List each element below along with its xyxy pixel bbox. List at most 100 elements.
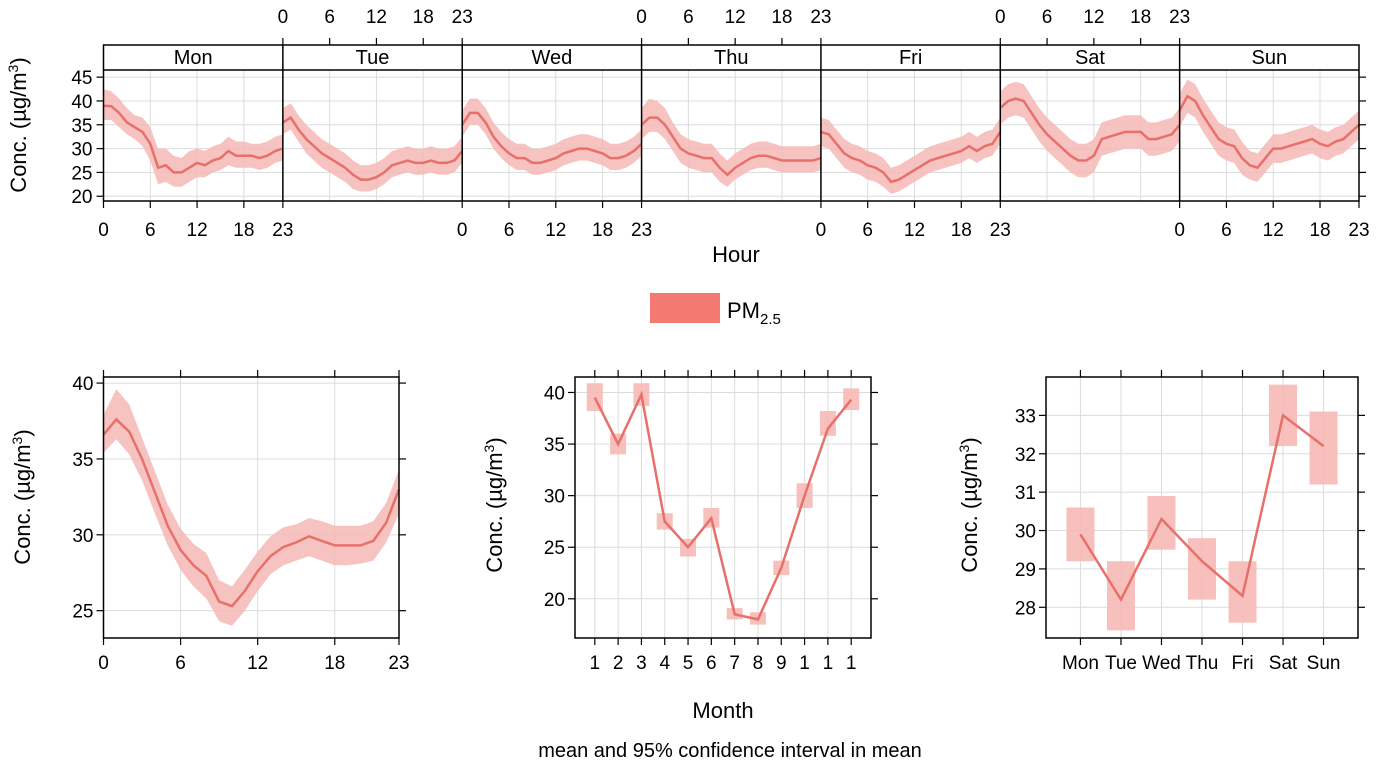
x-tick-label: 12	[1083, 7, 1104, 28]
mean-line	[102, 417, 401, 608]
y-tick-label: 30	[71, 140, 92, 161]
y-tick-label: 40	[544, 383, 565, 404]
x-tick-label: 7	[729, 653, 740, 674]
x-tick-label: 12	[725, 7, 746, 28]
x-tick-label: 18	[951, 220, 972, 241]
x-tick-label: 8	[753, 653, 764, 674]
x-tick-label: 6	[862, 220, 873, 241]
figure-caption: mean and 95% confidence interval in mean	[538, 740, 922, 762]
x-tick-label: 1	[590, 653, 601, 674]
y-tick-label: 29	[1015, 560, 1036, 581]
legend-swatch-pm25	[650, 293, 720, 323]
x-tick-label: 6	[1221, 220, 1232, 241]
x-tick-label: 23	[452, 7, 473, 28]
strip-label-thu: Thu	[714, 47, 748, 69]
y-tick-label: 30	[544, 487, 565, 508]
mean-line	[1079, 413, 1325, 603]
x-tick-label: 6	[175, 653, 186, 674]
x-tick-label: 1	[823, 653, 834, 674]
x-tick-label: 23	[1348, 220, 1369, 241]
x-tick-label: 6	[1042, 7, 1053, 28]
mean-line-wed	[461, 111, 643, 165]
legend: PM2.5	[650, 293, 781, 328]
ci-box	[1309, 411, 1338, 485]
ci-band-tue	[282, 103, 463, 192]
y-tick-label: 25	[71, 163, 92, 184]
x-tick-label: Fri	[1231, 653, 1253, 674]
y-tick-label: 40	[71, 92, 92, 113]
mean-line	[593, 390, 853, 621]
y-axis-label: Conc. (µg/m3)	[5, 57, 31, 192]
x-tick-label: 18	[1309, 220, 1330, 241]
x-tick-label: 6	[504, 220, 515, 241]
x-tick-label: 6	[706, 653, 717, 674]
x-tick-label: 23	[631, 220, 652, 241]
strip-label-wed: Wed	[532, 47, 573, 69]
mean-line-sat	[999, 97, 1181, 162]
x-tick-label: 12	[247, 653, 268, 674]
x-tick-label: 18	[413, 7, 434, 28]
x-tick-label: 23	[990, 220, 1011, 241]
y-tick-label: 35	[544, 435, 565, 456]
x-tick-label: 6	[683, 7, 694, 28]
x-axis-label: Month	[692, 698, 753, 723]
x-tick-label: Thu	[1186, 653, 1219, 674]
x-tick-label: 6	[145, 220, 156, 241]
ci-band-thu	[641, 98, 821, 187]
y-tick-label: 30	[1015, 522, 1036, 543]
x-tick-label: 0	[816, 220, 827, 241]
x-tick-label: Wed	[1142, 653, 1181, 674]
hour-chart: 0 6 12 18 23 25 30 35 40 Conc. (µg/m3)	[9, 370, 410, 674]
x-tick-label: 4	[659, 653, 670, 674]
y-tick-label: 20	[71, 187, 92, 208]
y-tick-label: 35	[72, 450, 93, 471]
mean-line-mon	[103, 104, 284, 174]
x-tick-label: 0	[636, 7, 647, 28]
strip-label-tue: Tue	[356, 47, 390, 69]
x-tick-label: Sat	[1269, 653, 1298, 674]
weekday-chart: Mon Tue Wed Thu Fri Sat Sun 28 29 30 31 32 33 Conc. (…	[956, 370, 1365, 674]
ci-box	[1147, 495, 1176, 550]
strip-label-fri: Fri	[899, 47, 922, 69]
x-tick-label: 23	[388, 653, 409, 674]
mean-line-tue	[282, 115, 464, 181]
strip-label-mon: Mon	[174, 47, 213, 69]
ci-band	[103, 389, 399, 626]
x-tick-label: 6	[324, 7, 335, 28]
x-tick-label: Tue	[1105, 653, 1137, 674]
ci-band-fri	[820, 117, 1001, 194]
y-tick-label: 25	[72, 602, 93, 623]
x-tick-label: 12	[545, 220, 566, 241]
x-tick-label: 1	[846, 653, 857, 674]
ci-box	[819, 411, 836, 436]
mean-line-thu	[640, 116, 822, 177]
y-tick-label: 25	[544, 538, 565, 559]
x-tick-label: 12	[187, 220, 208, 241]
plot-frame	[102, 376, 400, 639]
x-tick-label: 12	[366, 7, 387, 28]
x-tick-label: 12	[1263, 220, 1284, 241]
mean-line-sun	[1178, 94, 1360, 170]
y-axis-label: Conc. (µg/m3)	[956, 437, 982, 572]
hour-by-weekday-chart: Mon 0 6 12 18 23 Tue 0 6 12 18 23 Wed 0 6 12 18 23 Thu 0 6 12…	[5, 7, 1370, 267]
x-tick-label: 0	[278, 7, 289, 28]
x-tick-label: 2	[613, 653, 624, 674]
x-tick-label: 18	[233, 220, 254, 241]
x-tick-label: 18	[771, 7, 792, 28]
x-tick-label: 23	[1169, 7, 1190, 28]
ci-band-mon	[103, 89, 283, 187]
plot-frame	[574, 376, 872, 639]
y-axis-label: Conc. (µg/m3)	[481, 437, 507, 572]
x-tick-label: 0	[1174, 220, 1185, 241]
x-tick-label: 23	[810, 7, 831, 28]
y-axis-label: Conc. (µg/m3)	[9, 429, 35, 564]
legend-label-pm25: PM2.5	[727, 298, 781, 328]
y-tick-label: 33	[1015, 406, 1036, 427]
ci-box	[1066, 507, 1095, 562]
y-tick-label: 35	[71, 116, 92, 137]
y-tick-label: 32	[1015, 445, 1036, 466]
x-tick-label: 12	[904, 220, 925, 241]
y-tick-label: 30	[72, 526, 93, 547]
x-tick-label: 0	[995, 7, 1006, 28]
